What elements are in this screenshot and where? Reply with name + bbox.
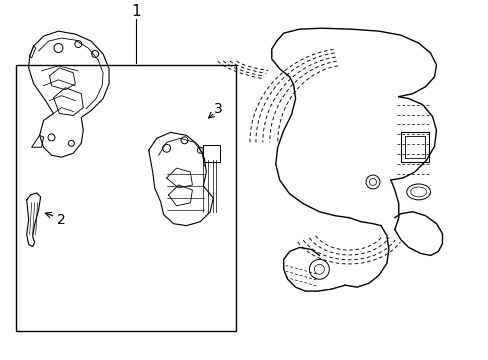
Bar <box>16 65 236 331</box>
Text: 3: 3 <box>213 102 222 116</box>
Text: 2: 2 <box>57 213 66 227</box>
Bar <box>400 132 427 162</box>
Text: 1: 1 <box>131 4 141 19</box>
Bar <box>404 136 424 158</box>
